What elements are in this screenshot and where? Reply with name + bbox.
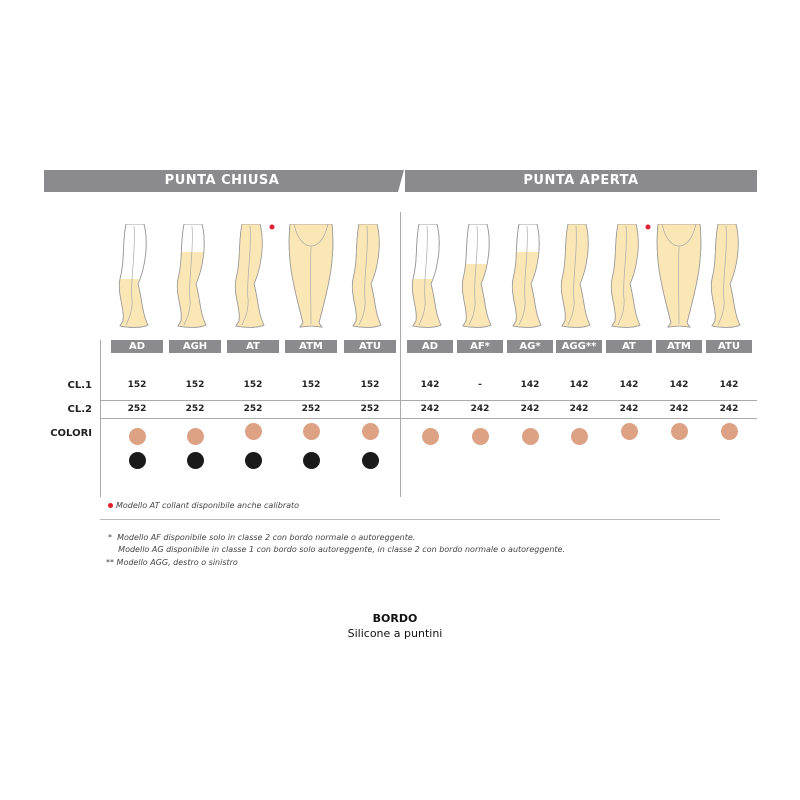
color-swatch-beige <box>571 428 588 445</box>
leg-illustration-atu <box>345 223 395 328</box>
color-swatch-beige <box>129 428 146 445</box>
code-cl1: 152 <box>127 380 147 390</box>
code-cl2: 242 <box>470 404 490 414</box>
footnote-af: * Modello AF disponibile solo in classe … <box>108 533 416 542</box>
model-label: AG* <box>507 340 553 353</box>
color-swatch-black <box>187 452 204 469</box>
model-label: ATU <box>706 340 752 353</box>
model-label: AT <box>606 340 652 353</box>
code-cl1: 142 <box>619 380 639 390</box>
notes-divider <box>100 519 720 520</box>
calibrated-note: Modello AT collant disponibile anche cal… <box>108 501 299 510</box>
color-swatch-black <box>303 452 320 469</box>
calibrated-marker-icon <box>269 224 275 230</box>
footnote-ag: Modello AG disponibile in classe 1 con b… <box>108 545 566 554</box>
row-divider-2 <box>100 418 757 419</box>
model-label: AGG** <box>556 340 602 353</box>
code-cl1: 142 <box>420 380 440 390</box>
footnote-agg: ** Modello AGG, destro o sinistro <box>106 558 238 567</box>
bordo-title: BORDO <box>372 612 418 625</box>
red-dot-icon <box>108 503 113 508</box>
section-header-punta-chiusa: PUNTA CHIUSA <box>44 170 400 192</box>
color-swatch-beige <box>621 423 638 440</box>
calibrated-note-text: Modello AT collant disponibile anche cal… <box>116 501 300 510</box>
code-cl2: 242 <box>719 404 739 414</box>
color-swatch-beige <box>522 428 539 445</box>
leg-illustration-at <box>604 223 654 328</box>
code-cl2: 252 <box>301 404 321 414</box>
model-label: AD <box>407 340 453 353</box>
leg-illustration-af <box>455 223 505 328</box>
calibrated-marker-icon <box>645 224 651 230</box>
color-swatch-black <box>362 452 379 469</box>
leg-illustration-ad <box>405 223 455 328</box>
code-cl2: 242 <box>669 404 689 414</box>
code-cl1: 142 <box>719 380 739 390</box>
model-label: ATM <box>656 340 702 353</box>
code-cl2: 242 <box>569 404 589 414</box>
code-cl2: 252 <box>243 404 263 414</box>
code-cl2: 242 <box>619 404 639 414</box>
color-swatch-beige <box>671 423 688 440</box>
color-swatch-black <box>129 452 146 469</box>
color-swatch-black <box>245 452 262 469</box>
code-cl2: 242 <box>420 404 440 414</box>
leg-illustration-at <box>228 223 278 328</box>
model-label: ATU <box>344 340 396 353</box>
row-divider-1 <box>100 400 757 401</box>
model-label: AT <box>227 340 279 353</box>
color-swatch-beige <box>422 428 439 445</box>
row-label-cl2: CL.2 <box>67 404 92 415</box>
leg-illustration-agg <box>554 223 604 328</box>
color-swatch-beige <box>187 428 204 445</box>
section-header-punta-aperta: PUNTA APERTA <box>405 170 757 192</box>
model-label: AF* <box>457 340 503 353</box>
code-cl1: 142 <box>569 380 589 390</box>
code-cl1: 142 <box>520 380 540 390</box>
code-cl2: 252 <box>185 404 205 414</box>
color-swatch-beige <box>303 423 320 440</box>
code-cl1: 152 <box>301 380 321 390</box>
leg-illustration-agh <box>170 223 220 328</box>
leg-illustration-ad <box>112 223 162 328</box>
code-cl1: 152 <box>185 380 205 390</box>
row-label-cl1: CL.1 <box>67 380 92 391</box>
code-cl2: 252 <box>127 404 147 414</box>
leg-illustration-atm <box>654 223 704 328</box>
leg-illustration-atm <box>286 223 336 328</box>
color-swatch-beige <box>245 423 262 440</box>
divider-middle <box>400 212 401 497</box>
code-cl2: 252 <box>360 404 380 414</box>
code-cl1: 142 <box>669 380 689 390</box>
code-cl1: - <box>478 380 482 390</box>
leg-illustration-ag <box>505 223 555 328</box>
model-label: AGH <box>169 340 221 353</box>
color-swatch-beige <box>472 428 489 445</box>
code-cl1: 152 <box>243 380 263 390</box>
color-swatch-beige <box>721 423 738 440</box>
leg-illustration-atu <box>704 223 754 328</box>
code-cl2: 242 <box>520 404 540 414</box>
bordo-value: Silicone a puntini <box>347 627 443 640</box>
row-label-colori: COLORI <box>50 428 92 439</box>
color-swatch-beige <box>362 423 379 440</box>
model-label: AD <box>111 340 163 353</box>
model-label: ATM <box>285 340 337 353</box>
code-cl1: 152 <box>360 380 380 390</box>
